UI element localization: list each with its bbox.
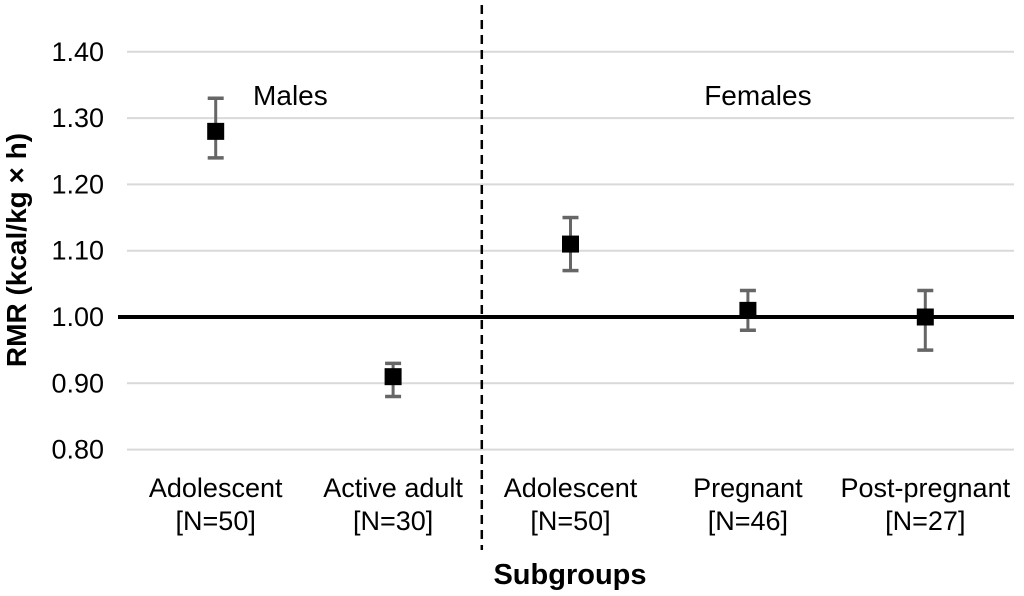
- x-tick-label: Adolescent: [504, 473, 638, 503]
- x-tick-label: Pregnant: [693, 473, 803, 503]
- data-point-marker: [562, 235, 579, 253]
- y-axis-title: RMR (kcal/kg × h): [1, 133, 32, 367]
- y-tick-label: 1.10: [51, 236, 104, 266]
- y-tick-label: 0.80: [51, 435, 104, 465]
- group-caption: Males: [253, 80, 328, 111]
- x-tick-sample-size-label: [N=50]: [530, 506, 610, 536]
- x-axis-title: Subgroups: [493, 559, 646, 591]
- x-tick-sample-size-label: [N=50]: [176, 506, 256, 536]
- y-tick-label: 0.90: [51, 368, 104, 398]
- data-point-marker: [384, 368, 402, 386]
- reference-layer: [118, 5, 1014, 550]
- group-caption: Females: [704, 80, 811, 111]
- y-tick-label: 1.40: [51, 37, 104, 67]
- data-point-marker: [739, 301, 757, 319]
- x-tick-label: Adolescent: [149, 473, 283, 503]
- x-tick-sample-size-label: [N=30]: [353, 506, 433, 536]
- x-tick-label: Post-pregnant: [840, 473, 1010, 503]
- x-tick-sample-size-label: [N=46]: [708, 506, 788, 536]
- y-tick-label: 1.30: [51, 103, 104, 133]
- data-point-marker: [916, 308, 934, 326]
- data-point-layer: [207, 96, 934, 399]
- x-tick-sample-size-label: [N=27]: [885, 506, 965, 536]
- x-tick-label: Active adult: [323, 473, 463, 503]
- data-point-marker: [207, 122, 225, 140]
- y-tick-label: 1.00: [51, 302, 104, 332]
- axis-text-layer: 0.800.901.001.101.201.301.40Adolescent[N…: [51, 37, 1010, 536]
- y-tick-label: 1.20: [51, 169, 104, 199]
